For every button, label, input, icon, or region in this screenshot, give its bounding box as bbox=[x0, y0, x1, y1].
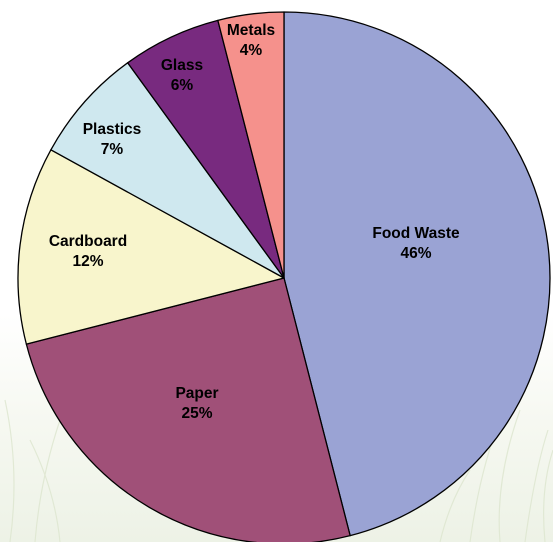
slice-category-food-waste: Food Waste bbox=[372, 225, 460, 242]
slice-value-glass: 6% bbox=[171, 77, 194, 94]
slice-label-metals: Metals 4% bbox=[227, 22, 275, 59]
pie-slices bbox=[17, 11, 551, 542]
slice-label-paper: Paper 25% bbox=[175, 385, 218, 422]
slice-category-cardboard: Cardboard bbox=[49, 233, 127, 250]
slice-value-cardboard: 12% bbox=[72, 253, 103, 270]
slice-category-glass: Glass bbox=[161, 57, 203, 74]
slice-value-plastics: 7% bbox=[101, 141, 124, 158]
slice-value-paper: 25% bbox=[181, 405, 212, 422]
slice-label-glass: Glass 6% bbox=[161, 57, 203, 94]
slice-paper bbox=[25, 277, 351, 542]
pie-labels: Food Waste 46% Paper 25% Cardboard 12% Plastic… bbox=[49, 22, 460, 422]
slice-category-paper: Paper bbox=[175, 385, 218, 402]
slice-label-plastics: Plastics 7% bbox=[83, 121, 142, 158]
slice-value-metals: 4% bbox=[240, 42, 263, 59]
slice-label-food-waste: Food Waste 46% bbox=[372, 225, 460, 262]
slice-plastics bbox=[50, 62, 285, 279]
slice-metals bbox=[217, 11, 285, 279]
slice-label-cardboard: Cardboard 12% bbox=[49, 233, 127, 270]
slice-value-food-waste: 46% bbox=[400, 245, 431, 262]
slice-cardboard bbox=[17, 149, 285, 345]
slice-food-waste bbox=[283, 11, 551, 537]
slice-category-plastics: Plastics bbox=[83, 121, 142, 138]
slice-category-metals: Metals bbox=[227, 22, 275, 39]
